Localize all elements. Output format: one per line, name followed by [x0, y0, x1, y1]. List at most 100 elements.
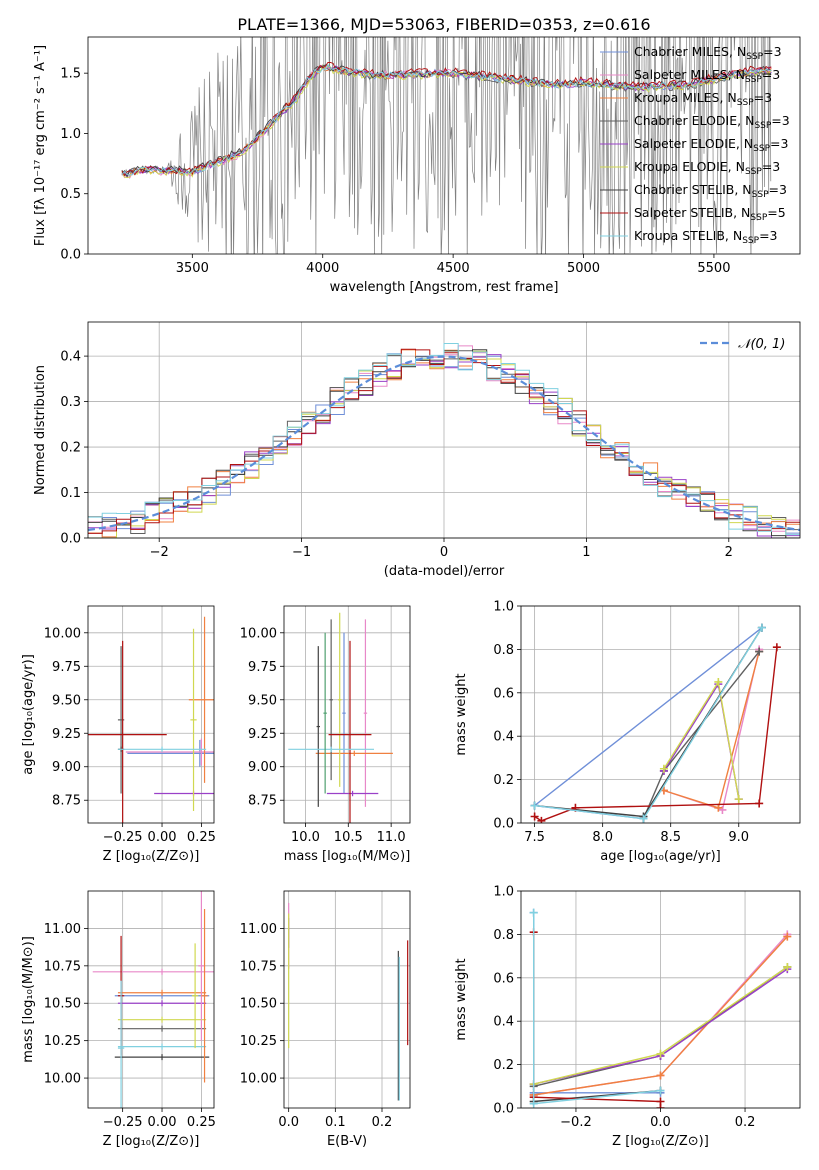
y-tick-label: 9.00 [248, 760, 277, 775]
y-tick-label: 0.1 [60, 486, 81, 501]
y-tick-label: 0.0 [60, 248, 81, 263]
x-axis-label: Z [log₁₀(Z/Z⊙)] [612, 1134, 709, 1149]
y-tick-label: 10.00 [240, 1072, 277, 1087]
axes-frame [87, 321, 801, 539]
y-tick-label: 10.25 [240, 1034, 277, 1049]
y-tick-label: 9.75 [52, 660, 81, 675]
x-axis-label: wavelength [Angstrom, rest frame] [330, 280, 559, 295]
y-tick-label: 1.0 [493, 600, 514, 615]
axes-residuals: −2 −1 0 1 2 0.0 0.1 0.2 0.3 0.4 (data-model)/error… [33, 322, 800, 579]
y-tick-label: 10.00 [44, 1072, 81, 1087]
x-tick-label: 0.00 [148, 1115, 177, 1130]
y-tick-label: 10.00 [44, 626, 81, 641]
weight-marker [656, 1049, 665, 1058]
y-tick-label: 0.2 [60, 441, 81, 456]
y-tick-label: 11.00 [240, 922, 277, 937]
y-tick-label: 10.50 [44, 997, 81, 1012]
axes-frame [520, 605, 801, 824]
x-tick-label: 0.1 [325, 1115, 346, 1130]
x-tick-label: 0.00 [148, 830, 177, 845]
legend-label: Kroupa MILES, NSSP=3 [634, 90, 772, 108]
weight-plot-mass_weight_vs_Z [529, 908, 792, 1108]
x-tick-label: −0.25 [103, 1115, 143, 1130]
y-tick-label: 9.25 [52, 727, 81, 742]
axes-age_vs_Z: −0.25 0.00 0.25 8.75 9.00 9.25 9.50 9.75 10.00 Z … [21, 606, 216, 864]
legend-label: Salpeter MILES, NSSP=3 [634, 67, 780, 85]
weight-marker [639, 814, 648, 823]
weight-line-chabrier_miles [532, 627, 763, 820]
y-tick-label: 9.75 [248, 660, 277, 675]
legend-label: Salpeter STELIB, NSSP=5 [634, 205, 786, 223]
legend-label: Kroupa STELIB, NSSP=3 [634, 228, 778, 246]
x-tick-label: 10.5 [334, 830, 363, 845]
y-tick-label: 0.8 [493, 928, 514, 943]
x-tick-label: 0 [440, 545, 448, 560]
weight-marker [755, 799, 764, 808]
errorbar-plot-age_vs_mass [288, 612, 393, 823]
normal-curve [88, 355, 800, 532]
model-spectrum-kroupa_elodie [121, 64, 772, 179]
x-tick-label: −2 [150, 545, 169, 560]
weight-marker [659, 764, 668, 773]
x-axis-label: mass [log₁₀(M/M⊙)] [284, 849, 411, 864]
weight-marker [783, 932, 792, 941]
y-tick-label: 0.8 [493, 643, 514, 658]
weight-marker [530, 801, 539, 810]
y-tick-label: 0.2 [493, 773, 514, 788]
axes-mass_vs_EBV: 0.0 0.1 0.2 10.00 10.25 10.50 10.75 11.00 E(B-V) [240, 891, 410, 1149]
x-tick-label: 9.0 [728, 830, 749, 845]
y-axis-label: Flux [fλ 10⁻¹⁷ erg cm⁻² s⁻¹ A⁻¹] [33, 45, 48, 246]
y-tick-label: 0.0 [493, 817, 514, 832]
x-axis-label: age [log₁₀(age/yr)] [600, 849, 721, 864]
model-spectrum-chabrier_stelib [121, 64, 772, 178]
model-spectrum-kroupa_stelib [121, 64, 772, 176]
y-tick-label: 8.75 [248, 794, 277, 809]
weight-marker [656, 1086, 665, 1095]
legend-label: Kroupa ELODIE, NSSP=3 [634, 159, 780, 177]
axes-frame [283, 890, 411, 1109]
x-tick-label: 2 [725, 545, 733, 560]
y-tick-label: 11.00 [44, 922, 81, 937]
chart-layer: 3500 4000 4500 5000 5500 0.0 0.5 1.0 1.5 waveleng… [21, 36, 801, 1149]
weight-marker [537, 816, 546, 823]
weight-marker [734, 795, 743, 804]
weight-line-kroupa_miles [663, 651, 760, 809]
y-tick-label: 10.00 [240, 626, 277, 641]
y-tick-label: 10.25 [44, 1034, 81, 1049]
x-tick-label: 0.25 [187, 1115, 216, 1130]
y-tick-label: 0.4 [60, 350, 81, 365]
y-tick-label: 0.5 [60, 187, 81, 202]
x-tick-label: 8.5 [660, 830, 681, 845]
x-tick-label: 1 [582, 545, 590, 560]
axes-spectrum: 3500 4000 4500 5000 5500 0.0 0.5 1.0 1.5 waveleng… [33, 45, 730, 295]
x-tick-label: 0.25 [187, 830, 216, 845]
errorbar-plot-age_vs_Z [88, 616, 214, 823]
weight-marker [530, 812, 539, 821]
y-tick-label: 9.00 [52, 760, 81, 775]
weight-marker [529, 1099, 538, 1108]
figure-title: PLATE=1366, MJD=53063, FIBERID=0353, z=0… [237, 15, 650, 34]
weight-line-salpeter_stelib [534, 647, 778, 822]
spectrum-plot [121, 37, 772, 254]
y-axis-label: Normed distribution [33, 365, 48, 495]
weight-line-salpeter_elodie [663, 682, 740, 800]
x-tick-label: −1 [292, 545, 311, 560]
y-tick-label: 1.0 [493, 885, 514, 900]
axes-frame [283, 605, 411, 824]
y-axis-label: mass [log₁₀(M/M⊙)] [21, 936, 36, 1063]
errorbar-plot-mass_vs_Z [92, 891, 214, 1108]
x-tick-label: 8.0 [592, 830, 613, 845]
weight-marker [529, 908, 538, 917]
y-tick-label: 10.75 [44, 959, 81, 974]
legend-label: Chabrier STELIB, NSSP=3 [634, 182, 787, 200]
weight-marker [755, 647, 764, 656]
y-axis-label: mass weight [454, 958, 469, 1040]
x-tick-label: 0.2 [735, 1115, 756, 1130]
axes-mass_weight_vs_age: 7.5 8.0 8.5 9.0 0.0 0.2 0.4 0.6 0.8 1.0 age [log₁₀… [454, 600, 800, 864]
x-tick-label: 5000 [567, 261, 600, 276]
y-tick-label: 9.50 [248, 693, 277, 708]
y-tick-label: 8.75 [52, 794, 81, 809]
legend-label: Chabrier MILES, NSSP=3 [634, 44, 782, 62]
weight-marker [718, 805, 727, 814]
